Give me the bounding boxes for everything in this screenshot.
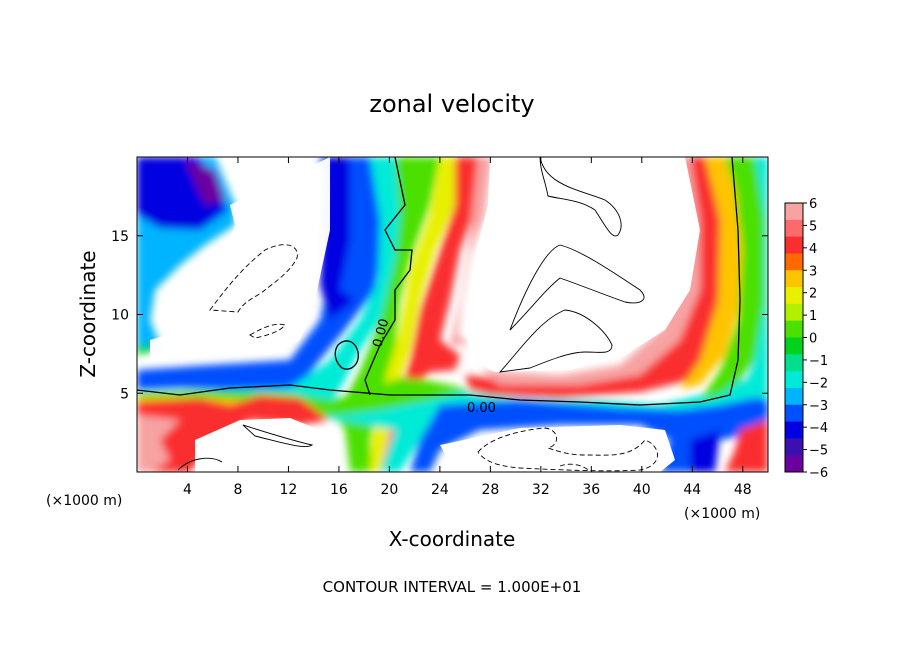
colorbar-swatch — [785, 236, 803, 254]
contour-negative-c — [477, 427, 658, 472]
contour-positive-c — [498, 309, 613, 373]
field-right-blue-bottom — [690, 430, 720, 472]
colorbar: 6 5 4 3 2 1 0 −1 −2 −3 −4 −5 −6 — [784, 197, 828, 481]
x-axis-label: X-coordinate — [389, 527, 516, 551]
colorbar-swatch — [785, 219, 803, 238]
colorbar-swatch — [785, 320, 803, 338]
colorbar-tick-label: 4 — [809, 242, 817, 257]
colorbar-swatch — [785, 303, 803, 322]
colorbar-swatch — [785, 455, 803, 473]
contour-negative-d — [559, 463, 591, 472]
contour-label-lower: 0.00 — [467, 401, 496, 416]
colorbar-tick-label: −4 — [809, 421, 828, 436]
x-tick-label: 12 — [280, 482, 298, 498]
colorbar-swatch — [785, 203, 803, 221]
colorbar-tick-label: −1 — [809, 354, 828, 369]
y-axis-label: Z-coordinate — [76, 250, 100, 377]
x-ticks: 4 8 12 16 20 24 28 32 36 40 44 48 — [183, 157, 752, 498]
x-tick-label: 24 — [431, 482, 449, 498]
colorbar-swatch — [785, 404, 803, 423]
x-tick-label: 4 — [183, 482, 192, 498]
x-unit-left: (×1000 m) — [46, 493, 122, 509]
x-tick-label: 40 — [633, 482, 651, 498]
x-tick-label: 48 — [734, 482, 752, 498]
contour-zero-upper — [364, 157, 413, 396]
contour-lines — [137, 157, 741, 471]
contour-positive-a — [539, 157, 622, 237]
colorbar-tick-label: 3 — [809, 264, 817, 279]
field-central-blue — [137, 157, 385, 392]
colorbar-tick-label: 5 — [809, 219, 817, 234]
y-tick-label: 10 — [111, 308, 129, 324]
colorbar-swatch — [785, 421, 803, 439]
contour-negative-a — [209, 244, 298, 313]
field-purple-upper-left — [185, 160, 225, 205]
x-tick-label: 20 — [380, 482, 398, 498]
field-right-yellow — [680, 157, 742, 390]
field-right-green — [700, 157, 768, 400]
contour-positive-b — [509, 244, 645, 331]
colorbar-tick-label: 0 — [809, 332, 817, 347]
y-tick-label: 15 — [111, 229, 129, 245]
colorbar-tick-label: −5 — [809, 444, 828, 459]
field-central-pink — [450, 157, 492, 345]
colorbar-tick-label: 6 — [809, 197, 817, 212]
contour-label-upper: 0.00 — [370, 317, 392, 349]
contour-interval-note: CONTOUR INTERVAL = 1.000E+01 — [323, 578, 582, 596]
x-tick-label: 8 — [233, 482, 242, 498]
colorbar-swatch — [785, 287, 803, 305]
contour-closed-small — [334, 340, 359, 370]
colorbar-tick-label: 1 — [809, 309, 817, 324]
colorbar-swatch — [785, 438, 803, 456]
contour-negative-b — [249, 323, 286, 339]
x-unit-right: (×1000 m) — [684, 506, 760, 522]
x-tick-label: 16 — [330, 482, 348, 498]
field-right-cyan — [740, 157, 768, 400]
white-region-lower-center — [440, 425, 675, 472]
colorbar-swatch — [785, 371, 803, 389]
x-tick-label: 36 — [582, 482, 600, 498]
field-right-red-bottom — [725, 420, 768, 472]
y-ticks: 5 10 15 — [111, 229, 768, 402]
colorbar-swatch — [785, 354, 803, 372]
chart-title: zonal velocity — [369, 90, 534, 118]
field-central-cyan — [137, 157, 405, 408]
y-tick-label: 5 — [120, 386, 129, 402]
white-region-lower-left — [195, 418, 325, 472]
colorbar-tick-label: 2 — [809, 287, 817, 302]
white-region-upper-left — [150, 157, 330, 358]
x-tick-label: 32 — [532, 482, 550, 498]
colorbar-swatch — [785, 337, 803, 355]
contour-positive-d — [242, 424, 314, 447]
field-lower-blue — [410, 395, 768, 472]
x-tick-label: 44 — [683, 482, 701, 498]
plot-area: 0.00 0.00 — [137, 157, 768, 472]
colorbar-swatch — [785, 270, 803, 288]
contour-zero-lower — [137, 157, 741, 406]
colorbar-tick-label: −3 — [809, 399, 828, 414]
field-lower-pink-left — [137, 415, 180, 472]
colorbar-tick-label: −6 — [809, 466, 828, 481]
colorbar-swatch — [785, 387, 803, 406]
white-region-upper-center — [465, 157, 700, 372]
contour-positive-e — [177, 457, 223, 471]
field-lower-red-left — [137, 395, 330, 472]
x-tick-label: 28 — [481, 482, 499, 498]
colorbar-tick-label: −2 — [809, 376, 828, 391]
contour-lines-negative — [209, 244, 658, 472]
colorbar-swatch — [785, 253, 803, 271]
